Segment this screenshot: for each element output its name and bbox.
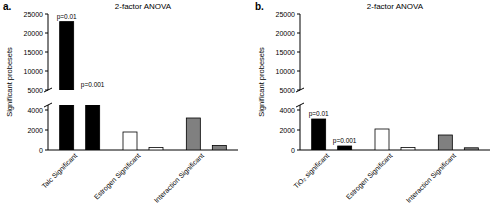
x-tick-label: Talc Significant [40, 152, 79, 191]
y-tick [45, 130, 48, 131]
bar [338, 146, 352, 150]
y-tick-label: 4000 [27, 107, 43, 114]
panel: b. 2-factor ANOVA Significant probesets 0 20… [255, 1, 490, 205]
bars-upper [60, 22, 74, 90]
annotation: p=0.01 [57, 13, 77, 21]
y-tick [297, 52, 300, 53]
bar [186, 118, 200, 150]
bar [312, 119, 326, 150]
y-tick [45, 52, 48, 53]
y-tick-label: 20000 [24, 30, 44, 37]
chart-title: 2-factor ANOVA [367, 2, 424, 11]
y-tick-label: 25000 [24, 11, 44, 18]
annotation: p=0.001 [333, 137, 357, 145]
bar [401, 148, 415, 151]
chart-svg: a. 2-factor ANOVA Significant probesets 0 20… [0, 0, 500, 221]
y-tick [45, 90, 48, 91]
bar [123, 132, 137, 150]
y-tick [297, 14, 300, 15]
bars-lower [312, 119, 479, 150]
x-tick-label: Interaction Significant [405, 152, 458, 205]
y-tick [45, 14, 48, 15]
x-tick-label: TiO₂ significant [292, 152, 331, 191]
bar [60, 22, 74, 90]
y-tick-label: 0 [291, 147, 295, 154]
y-axis-line [300, 105, 301, 150]
y-tick-label: 5000 [279, 87, 295, 94]
y-tick-label: 15000 [276, 49, 296, 56]
axis-break [44, 88, 52, 92]
bar [60, 105, 74, 150]
y-tick-label: 2000 [279, 127, 295, 134]
bar [212, 146, 226, 151]
y-tick [45, 110, 48, 111]
y-tick [297, 90, 300, 91]
y-tick-label: 15000 [24, 49, 44, 56]
y-tick [297, 150, 300, 151]
y-axis-label: Significant probesets [5, 47, 14, 117]
panel: a. 2-factor ANOVA Significant probesets 0 20… [3, 1, 238, 205]
y-tick [297, 110, 300, 111]
bars-lower [60, 105, 227, 150]
panel-label: a. [3, 1, 12, 12]
chart-title: 2-factor ANOVA [115, 2, 172, 11]
bar [438, 135, 452, 150]
y-tick [45, 71, 48, 72]
bar [149, 148, 163, 151]
y-tick-label: 20000 [276, 30, 296, 37]
y-tick-label: 25000 [276, 11, 296, 18]
x-tick-label: Interaction Significant [153, 152, 206, 205]
axis-break [296, 103, 304, 107]
panel-label: b. [255, 1, 264, 12]
y-tick-label: 5000 [27, 87, 43, 94]
y-tick [297, 33, 300, 34]
figure: a. 2-factor ANOVA Significant probesets 0 20… [0, 0, 500, 221]
y-tick-label: 0 [39, 147, 43, 154]
y-tick-label: 10000 [276, 68, 296, 75]
y-tick [297, 71, 300, 72]
bar [375, 129, 389, 150]
x-axis-line [48, 150, 238, 151]
axis-break [44, 103, 52, 107]
y-tick [45, 150, 48, 151]
x-axis-line [300, 150, 490, 151]
y-tick [45, 33, 48, 34]
bar [464, 148, 478, 150]
axis-break [296, 88, 304, 92]
y-tick-label: 2000 [27, 127, 43, 134]
y-axis-line [48, 105, 49, 150]
x-tick-label: Estrogen Significant [345, 152, 395, 202]
y-axis-label: Significant probesets [257, 47, 266, 117]
bar [86, 105, 100, 150]
y-tick [297, 130, 300, 131]
y-tick-label: 4000 [279, 107, 295, 114]
annotation: p=0.01 [309, 110, 329, 118]
x-tick-label: Estrogen Significant [93, 152, 143, 202]
annotation: p=0.001 [81, 81, 105, 89]
y-tick-label: 10000 [24, 68, 44, 75]
